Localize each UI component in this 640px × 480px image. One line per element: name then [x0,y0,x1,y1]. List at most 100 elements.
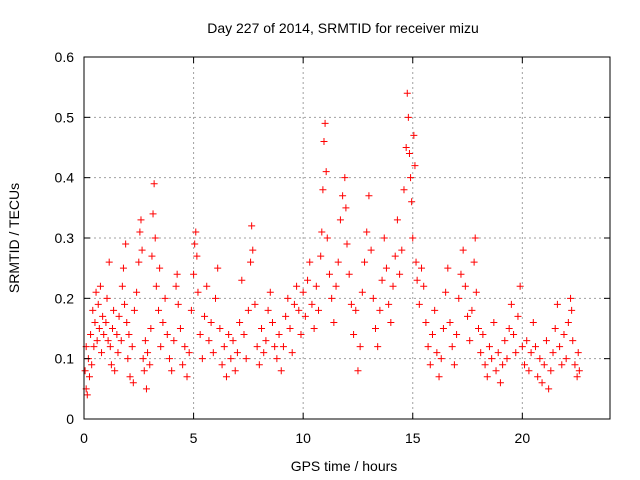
data-point [420,282,428,290]
data-point [475,325,482,332]
data-point [92,288,100,296]
data-point [409,234,417,242]
data-point [255,361,263,369]
data-point [117,337,125,345]
data-point [301,312,309,320]
data-point [295,306,303,314]
data-point [299,288,307,296]
data-point [181,343,189,351]
data-point [341,174,349,182]
data-point [514,312,522,320]
data-point [113,331,121,339]
data-point [488,355,496,363]
data-point [464,312,472,320]
data-point [426,361,434,369]
data-point [398,246,406,254]
data-point [558,361,566,369]
data-point [240,331,248,339]
data-point [496,379,504,387]
data-point [332,282,340,290]
data-point [574,349,582,357]
data-point [88,361,96,369]
data-point [118,282,126,290]
data-point [286,325,294,332]
data-point [273,355,281,363]
data-point [125,331,133,339]
x-tick-label: 15 [405,430,421,446]
data-point [192,228,200,236]
data-point [411,162,419,170]
data-point [203,282,211,290]
data-point [247,258,255,266]
data-point [367,246,375,254]
data-point [468,306,476,314]
data-point [569,337,577,345]
data-point [194,288,202,296]
y-tick-label: 0.1 [55,351,75,367]
data-point [444,264,452,272]
data-point [191,240,199,248]
data-point [304,276,312,284]
x-tick-label: 10 [295,430,311,446]
data-point [510,331,518,339]
data-point [518,343,526,351]
data-point [139,355,147,363]
data-point [193,252,201,260]
data-point [119,264,127,272]
data-point [190,270,198,278]
data-point [102,318,110,326]
data-point [87,331,95,339]
data-point [319,186,327,194]
data-point [380,234,388,242]
data-point [485,343,493,351]
data-point [320,137,328,145]
data-point [369,294,377,302]
data-point [85,373,93,381]
data-point [306,258,314,266]
data-point [317,252,325,260]
data-point [115,312,123,320]
data-point [424,343,432,351]
data-point [322,168,330,176]
data-point [523,337,531,345]
y-tick-label: 0.3 [55,230,75,246]
data-point [156,264,164,272]
data-point [573,373,581,381]
data-point [470,258,478,266]
data-point [220,343,228,351]
data-point [141,337,149,345]
x-tick-label: 0 [80,430,88,446]
data-point [183,373,191,381]
data-point [284,294,292,302]
data-point [290,300,298,308]
data-point [227,355,235,363]
data-point [453,331,461,339]
data-point [293,282,301,290]
data-point [551,325,559,332]
data-point [288,349,296,357]
data-point [492,367,500,375]
x-tick-label: 5 [190,430,198,446]
data-point [407,174,415,182]
data-point [205,337,213,345]
data-point [123,318,131,326]
data-point [174,300,182,308]
data-point [297,331,305,339]
data-point [129,379,137,387]
data-point [499,361,507,369]
data-point [365,192,373,200]
data-point [144,349,152,357]
data-point [567,294,575,302]
data-point [345,270,353,278]
data-point [393,216,401,224]
data-point [238,276,246,284]
data-point [571,361,579,369]
data-point [277,367,285,375]
data-point [253,343,261,351]
x-axis-label: GPS time / hours [291,458,398,474]
data-point [93,337,101,345]
data-point [138,246,146,254]
data-point [308,300,316,308]
data-point [361,258,369,266]
data-point [106,343,114,351]
